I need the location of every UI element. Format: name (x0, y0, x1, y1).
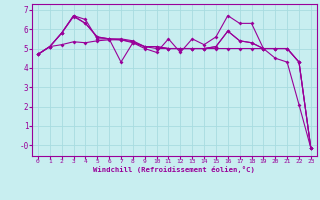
X-axis label: Windchill (Refroidissement éolien,°C): Windchill (Refroidissement éolien,°C) (93, 166, 255, 173)
